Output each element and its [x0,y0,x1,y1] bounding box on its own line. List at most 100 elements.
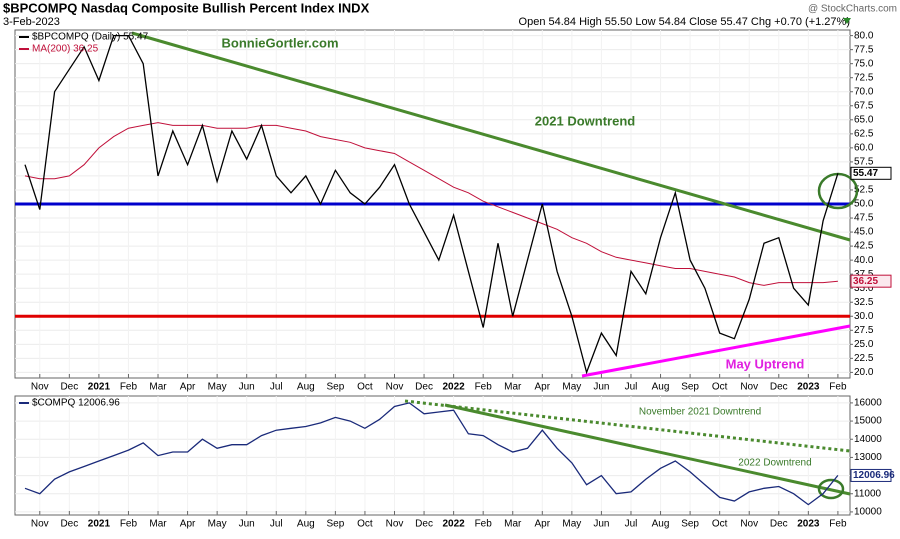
x-tick-label: Apr [180,519,196,530]
y-tick-label: 22.5 [854,353,874,364]
x-tick-label: 2022 [442,382,465,393]
x-tick-label: Feb [829,519,847,530]
last-value-box [850,274,892,288]
y-tick-label: 60.0 [854,143,874,154]
highlight-circle [817,478,845,500]
last-value-box [850,468,892,482]
x-tick-label: Jun [239,382,255,393]
x-tick-label: Mar [504,519,522,530]
legend-label: MA(200) 36.25 [32,44,99,55]
y-tick-label: 57.5 [854,157,874,168]
x-tick-label: Jul [625,382,638,393]
x-tick-label: May [208,519,227,530]
panel-bpi: 20.0 22.5 25.0 27.5 30.0 32.5 35.0 37.5 40.0 42.5… [14,29,892,393]
x-tick-label: May [562,382,581,393]
x-tick-label: Aug [297,382,315,393]
x-tick-label: Dec [415,382,433,393]
x-tick-label: Oct [712,382,728,393]
legend-label: $BPCOMPQ (Daily) 55.47 [32,32,149,43]
x-tick-label: Apr [535,382,551,393]
x-tick-label: Nov [386,382,404,393]
y-tick-label: 35.0 [854,283,874,294]
y-tick-label: 14000 [854,434,882,445]
y-tick-label: 45.0 [854,227,874,238]
x-tick-label: Mar [149,519,167,530]
y-tick-label: 10000 [854,507,882,518]
x-tick-label: Feb [475,382,493,393]
x-tick-label: Jul [270,382,283,393]
source: @ StockCharts.com [808,4,897,15]
trendline [131,31,851,242]
y-tick-label: 80.0 [854,30,874,41]
date: 3-Feb-2023 [3,16,60,28]
x-tick-label: Sep [326,519,344,530]
y-tick-label: 50.0 [854,199,874,210]
x-tick-label: Sep [681,519,699,530]
y-tick-label: 40.0 [854,255,874,266]
series-line [24,34,839,375]
x-tick-label: 2023 [797,519,820,530]
x-tick-label: 2023 [797,382,820,393]
y-tick-label: 27.5 [854,325,874,336]
x-tick-label: Jun [593,382,609,393]
plot-area [14,395,851,516]
x-tick-label: Oct [712,519,728,530]
x-tick-label: 2021 [88,382,111,393]
x-tick-label: Nov [31,519,49,530]
last-value-label: 12006.96 [853,470,895,481]
y-tick-label: 67.5 [854,100,874,111]
x-tick-label: May [562,519,581,530]
y-tick-label: 42.5 [854,241,874,252]
y-tick-label: 77.5 [854,44,874,55]
x-tick-label: Oct [357,519,373,530]
x-tick-label: Feb [120,382,138,393]
legend-label: $COMPQ 12006.96 [32,398,120,409]
x-tick-label: Feb [829,382,847,393]
y-tick-label: 70.0 [854,86,874,97]
x-tick-label: Dec [415,519,433,530]
trendline [444,403,851,496]
x-tick-label: 2022 [442,519,465,530]
x-tick-label: Dec [770,382,788,393]
x-tick-label: Aug [652,382,670,393]
x-tick-label: Nov [740,519,758,530]
annotation: May Uptrend [726,356,805,371]
x-tick-label: Jun [239,519,255,530]
y-tick-label: 20.0 [854,367,874,378]
x-tick-label: Mar [149,382,167,393]
y-tick-label: 65.0 [854,114,874,125]
trendline [404,399,851,453]
x-tick-label: Feb [475,519,493,530]
y-tick-label: 62.5 [854,128,874,139]
y-tick-label: 15000 [854,416,882,427]
y-tick-label: 32.5 [854,297,874,308]
annotation: BonnieGortler.com [221,35,338,50]
y-tick-label: 52.5 [854,185,874,196]
x-tick-label: Jul [625,519,638,530]
last-value-box [850,166,892,180]
x-tick-label: Nov [386,519,404,530]
change-arrow [843,18,851,24]
x-tick-label: Jun [593,519,609,530]
x-tick-label: Aug [297,519,315,530]
series-line [24,122,838,286]
x-tick-label: Dec [60,382,78,393]
chart-title: $BPCOMPQ Nasdaq Composite Bullish Percen… [3,0,370,15]
x-tick-label: Aug [652,519,670,530]
y-tick-label: 37.5 [854,269,874,280]
x-tick-label: Dec [770,519,788,530]
annotation: 2022 Downtrend [738,458,811,469]
x-tick-label: Dec [60,519,78,530]
annotation: 2021 Downtrend [535,113,635,128]
x-tick-label: Apr [180,382,196,393]
y-tick-label: 30.0 [854,311,874,322]
x-tick-label: Nov [740,382,758,393]
series-line [24,402,839,506]
y-tick-label: 47.5 [854,213,874,224]
quote: Open 54.84 High 55.50 Low 54.84 Close 55… [519,16,850,28]
last-value-label: 36.25 [853,276,878,287]
x-tick-label: Apr [535,519,551,530]
x-tick-label: Feb [120,519,138,530]
x-tick-label: 2021 [88,519,111,530]
